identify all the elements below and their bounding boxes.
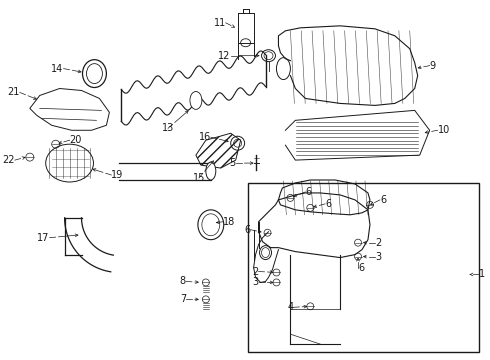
Text: 7: 7 — [180, 294, 186, 304]
Text: 18: 18 — [223, 217, 235, 227]
Text: 3: 3 — [375, 252, 381, 262]
Text: 2: 2 — [375, 238, 381, 248]
Text: 6: 6 — [358, 262, 364, 273]
Text: 5: 5 — [229, 158, 236, 168]
Text: 21: 21 — [7, 87, 20, 98]
Text: 12: 12 — [219, 51, 231, 61]
Text: 6: 6 — [305, 187, 312, 197]
Text: 13: 13 — [162, 123, 174, 133]
Text: 11: 11 — [214, 18, 226, 28]
Text: 22: 22 — [2, 155, 15, 165]
Text: 17: 17 — [37, 233, 49, 243]
Text: 3: 3 — [252, 278, 259, 287]
Text: 6: 6 — [380, 195, 386, 205]
Text: 8: 8 — [180, 276, 186, 287]
Text: 1: 1 — [479, 270, 486, 279]
Text: 9: 9 — [430, 60, 436, 71]
Text: 10: 10 — [438, 125, 450, 135]
Ellipse shape — [206, 162, 216, 180]
Text: 4: 4 — [287, 302, 294, 312]
Text: 2: 2 — [252, 266, 259, 276]
Text: 6: 6 — [245, 225, 250, 235]
Text: 20: 20 — [70, 135, 82, 145]
Polygon shape — [285, 111, 430, 160]
Text: 6: 6 — [325, 199, 331, 209]
Text: 16: 16 — [198, 132, 211, 142]
Text: 19: 19 — [111, 170, 123, 180]
Text: 15: 15 — [193, 173, 205, 183]
Ellipse shape — [190, 91, 202, 109]
Polygon shape — [30, 89, 109, 130]
Bar — [247, 183, 479, 352]
Text: 14: 14 — [51, 64, 64, 73]
